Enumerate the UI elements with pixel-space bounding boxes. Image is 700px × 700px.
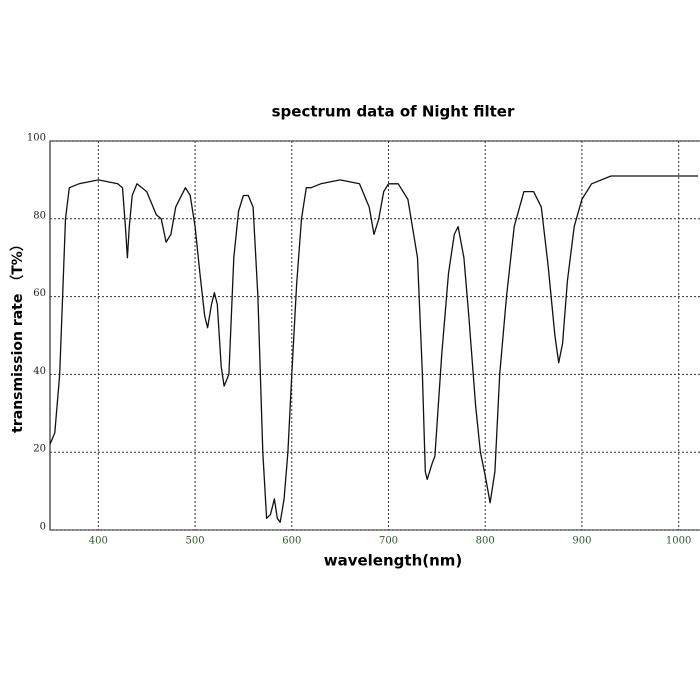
x-tick-label: 1000 (666, 536, 691, 547)
plot-frame (49, 140, 700, 531)
y-tick-label: 20 (33, 444, 46, 455)
y-tick-label: 0 (40, 522, 46, 533)
chart-title: spectrum data of Night filter (272, 103, 515, 121)
x-tick-label: 500 (186, 536, 205, 547)
x-axis-label: wavelength(nm) (324, 552, 463, 570)
y-axis-label: transmission rate （T%） (10, 237, 26, 433)
y-tick-label: 100 (27, 133, 46, 144)
x-tick-label: 600 (282, 536, 301, 547)
y-tick-label: 80 (33, 210, 46, 221)
x-tick-label: 400 (89, 536, 108, 547)
x-tick-label: 900 (572, 536, 591, 547)
y-tick-label: 60 (33, 288, 46, 299)
y-tick-label: 40 (33, 366, 46, 377)
x-tick-label: 800 (476, 536, 495, 547)
data-line (49, 175, 698, 523)
x-tick-label: 700 (379, 536, 398, 547)
